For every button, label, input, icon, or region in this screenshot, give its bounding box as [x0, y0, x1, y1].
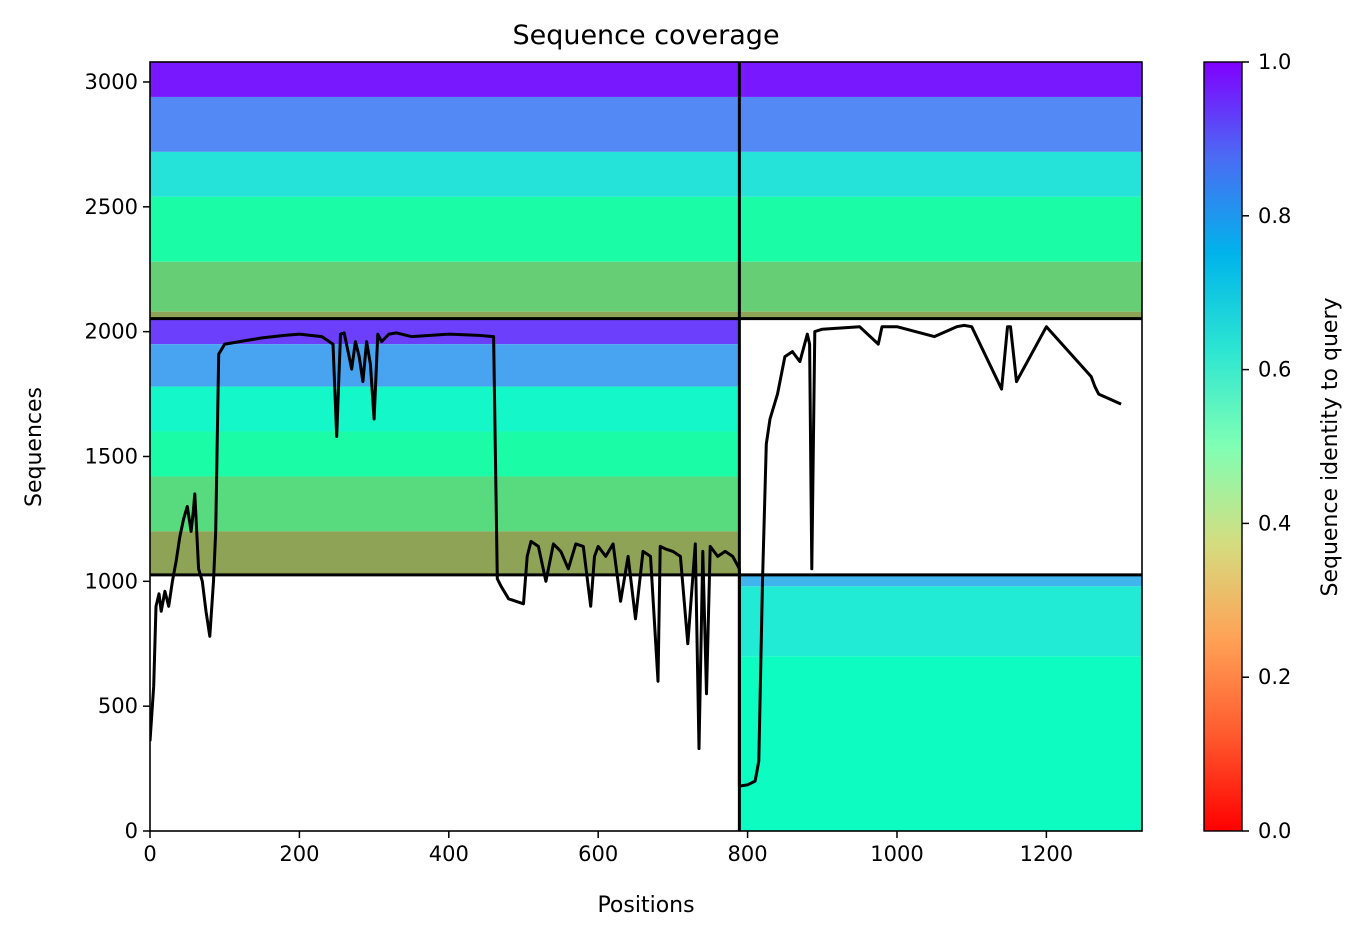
coverage-band: [150, 196, 740, 262]
colorbar-label: Sequence identity to query: [1318, 297, 1343, 596]
colorbar: [1203, 61, 1243, 832]
coverage-band: [739, 311, 1142, 319]
coverage-band: [739, 656, 1142, 831]
y-tick-label: 1500: [85, 444, 138, 468]
coverage-band: [739, 151, 1142, 197]
x-tick-label: 200: [279, 842, 319, 866]
coverage-band: [150, 261, 740, 312]
plot-frame: [149, 61, 1143, 832]
y-tick-label: 3000: [85, 70, 138, 94]
chart-title: Sequence coverage: [512, 20, 779, 51]
coverage-band: [150, 476, 740, 532]
coverage-band: [739, 62, 1142, 97]
x-axis-ticks: 0 200 400 600 800 1000 1200: [143, 831, 1073, 866]
coverage-band: [150, 311, 740, 319]
x-tick-label: 0: [143, 842, 156, 866]
coverage-band: [150, 151, 740, 197]
coverage-line-group: [150, 323, 1122, 788]
coverage-line: [150, 323, 1122, 788]
colorbar-ticks: 0.0 0.2 0.4 0.6 0.8 1.0: [1242, 50, 1291, 843]
colorbar-tick-label: 0.2: [1258, 665, 1291, 689]
coverage-band: [150, 96, 740, 152]
coverage-band: [739, 96, 1142, 152]
coverage-band: [739, 586, 1142, 657]
x-tick-label: 1000: [870, 842, 923, 866]
x-tick-label: 800: [728, 842, 768, 866]
coverage-band: [739, 574, 1142, 587]
y-tick-label: 0: [125, 819, 138, 843]
coverage-band: [150, 62, 740, 97]
colorbar-tick-label: 0.0: [1258, 819, 1291, 843]
y-axis-label: Sequences: [22, 387, 47, 507]
colorbar-tick-label: 0.4: [1258, 511, 1291, 535]
colorbar-tick-label: 1.0: [1258, 50, 1291, 74]
y-tick-label: 2500: [85, 195, 138, 219]
y-tick-label: 500: [98, 694, 138, 718]
coverage-band: [150, 344, 740, 387]
y-tick-label: 2000: [85, 320, 138, 344]
coverage-band: [739, 196, 1142, 262]
y-tick-label: 1000: [85, 569, 138, 593]
colorbar-tick-label: 0.6: [1258, 358, 1291, 382]
coverage-band: [739, 261, 1142, 312]
x-tick-label: 1200: [1020, 842, 1073, 866]
coverage-heatmap: [150, 62, 1142, 831]
y-axis-ticks: 0 500 1000 1500 2000 2500 3000: [85, 70, 150, 843]
coverage-band: [150, 386, 740, 432]
coverage-band: [150, 431, 740, 477]
x-tick-label: 400: [429, 842, 469, 866]
x-tick-label: 600: [578, 842, 618, 866]
colorbar-tick-label: 0.8: [1258, 204, 1291, 228]
x-axis-label: Positions: [597, 893, 694, 918]
